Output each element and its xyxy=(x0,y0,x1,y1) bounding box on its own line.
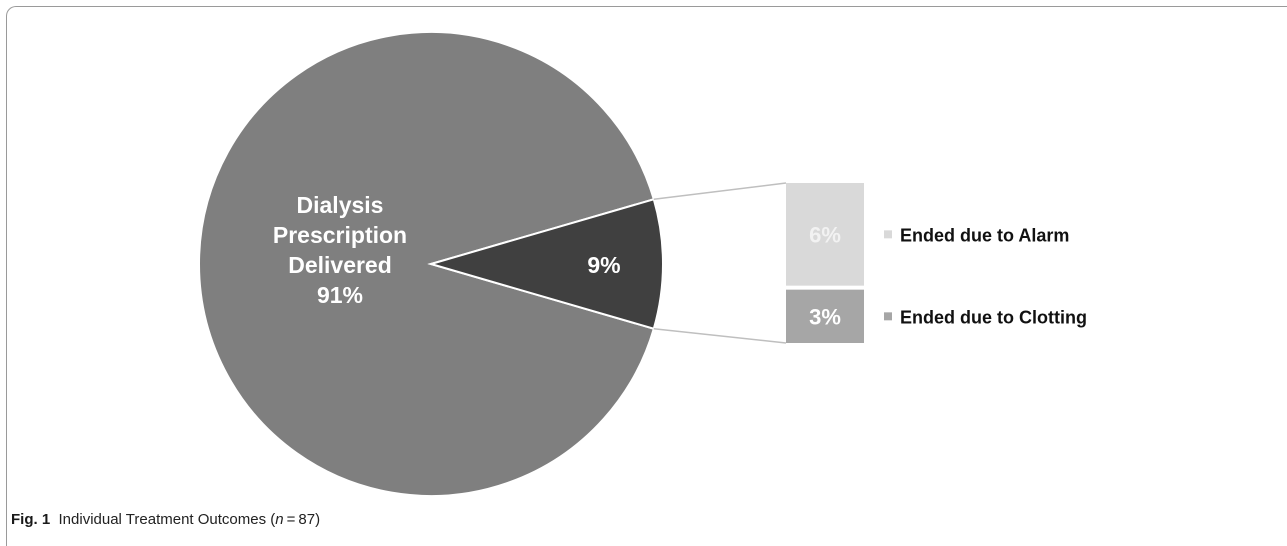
figure-caption: Fig. 1 Individual Treatment Outcomes (n … xyxy=(11,511,320,528)
pie-label-ended-early: 9% xyxy=(587,252,620,278)
pie-slice-ended-early xyxy=(427,198,664,330)
pie-slice-dialysis-prescription-delivered xyxy=(198,31,656,497)
pie-label-line: Dialysis xyxy=(297,192,384,218)
legend-swatch-ended-due-to-clotting xyxy=(884,312,892,321)
bar-label-ended-due-to-alarm: 6% xyxy=(809,222,841,247)
caption-n-variable: n xyxy=(275,511,284,528)
pie-label-line: Prescription xyxy=(273,222,407,248)
bar-segment-ended-due-to-alarm xyxy=(786,183,864,286)
caption-n-value: = 87) xyxy=(283,511,321,528)
bar-segment-ended-due-to-clotting xyxy=(786,289,864,343)
connector-line-top xyxy=(653,182,787,201)
legend-entry-ended-due-to-alarm: Ended due to Alarm xyxy=(900,225,1069,245)
pie-label-line: 91% xyxy=(317,282,363,308)
legend-swatch-ended-due-to-alarm xyxy=(884,230,892,239)
pie-label-dialysis-prescription-delivered: Dialysis Prescription Delivered 91% xyxy=(273,192,407,308)
legend-entry-ended-due-to-clotting: Ended due to Clotting xyxy=(900,307,1087,327)
pie-label-line: Delivered xyxy=(288,252,392,278)
connector-line-bottom xyxy=(653,327,787,344)
figure-frame xyxy=(6,6,1287,546)
bar-of-pie-chart: Dialysis Prescription Delivered 91% 9% 6% Ende… xyxy=(198,31,1087,497)
figure-label: Fig. 1 xyxy=(11,511,51,528)
bar-label-ended-due-to-clotting: 3% xyxy=(809,304,841,329)
caption-text: Individual Treatment Outcomes ( xyxy=(58,511,276,528)
